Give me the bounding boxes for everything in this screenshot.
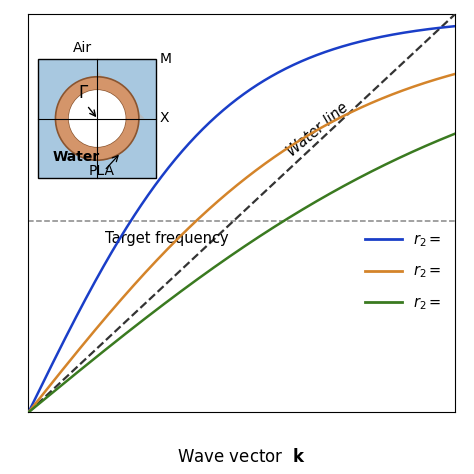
Text: M: M — [160, 52, 172, 66]
Text: Water line: Water line — [284, 100, 351, 160]
Bar — [38, 59, 156, 178]
Circle shape — [69, 90, 126, 147]
Text: PLA: PLA — [89, 164, 115, 178]
Circle shape — [69, 90, 126, 147]
Circle shape — [55, 77, 139, 160]
Polygon shape — [97, 71, 145, 118]
Text: Γ: Γ — [78, 84, 88, 102]
Text: Air: Air — [73, 40, 92, 55]
Text: Wave vector  $\mathbf{k}$: Wave vector $\mathbf{k}$ — [177, 448, 306, 466]
Text: Water: Water — [52, 150, 100, 164]
Text: Target frequency: Target frequency — [105, 231, 229, 246]
Legend: $r_2=$, $r_2=$, $r_2=$: $r_2=$, $r_2=$, $r_2=$ — [359, 227, 448, 318]
Text: X: X — [160, 111, 169, 126]
